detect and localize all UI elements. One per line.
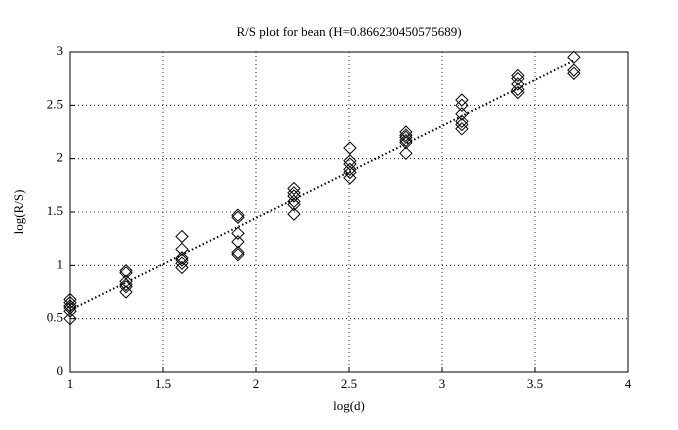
point [231,245,245,260]
x-tick-label: 4 [625,376,632,391]
point [287,181,301,196]
point [511,85,525,100]
point [343,157,357,171]
point [175,229,189,244]
point [287,189,301,203]
point [399,128,413,142]
point [63,311,77,326]
point [343,171,357,185]
point [567,50,581,65]
point [231,247,245,262]
y-axis-label: log(R/S) [11,190,26,235]
fit-line [69,59,575,312]
point [63,295,77,310]
x-tick-label: 3 [439,376,446,391]
y-tick-label: 1 [57,256,64,271]
point [119,263,133,278]
point [175,253,189,267]
point [567,63,581,77]
point [119,279,133,294]
point [287,207,301,221]
x-axis-label: log(d) [333,398,365,413]
point [343,162,357,177]
point [287,194,301,209]
point [175,256,189,270]
point [63,301,77,315]
point [455,93,469,107]
point [455,114,469,129]
point [63,299,77,313]
y-tick-label: 1.5 [47,203,63,218]
point [119,277,133,292]
point [343,154,357,168]
point [63,304,77,318]
x-tick-label: 2 [253,376,260,391]
y-tick-label: 2 [57,150,64,165]
x-tick-label: 1 [67,376,74,391]
point [231,210,245,225]
y-tick-label: 0 [57,363,64,378]
point [455,122,469,136]
point [511,77,525,91]
point [511,68,525,83]
point [399,130,413,145]
y-tick-label: 3 [57,43,64,58]
point [287,186,301,200]
point [175,260,189,275]
x-tick-label: 3.5 [527,376,543,391]
point [511,82,525,97]
point [119,274,133,289]
y-tick-label: 2.5 [47,96,63,111]
point [231,235,245,249]
point [455,98,469,113]
x-tick-label: 1.5 [155,376,171,391]
y-tick-label: 0.5 [47,310,63,325]
point [119,285,133,299]
point [231,226,245,241]
point [567,66,581,81]
point [511,71,525,86]
point [399,125,413,139]
point [399,146,413,161]
point [343,141,357,155]
point [455,117,469,132]
point [399,133,413,148]
point [455,107,469,121]
point [287,197,301,212]
x-tick-label: 2.5 [341,376,357,391]
chart-title: R/S plot for bean (H=0.866230450575689) [236,24,461,39]
point [399,135,413,150]
point [231,208,245,222]
